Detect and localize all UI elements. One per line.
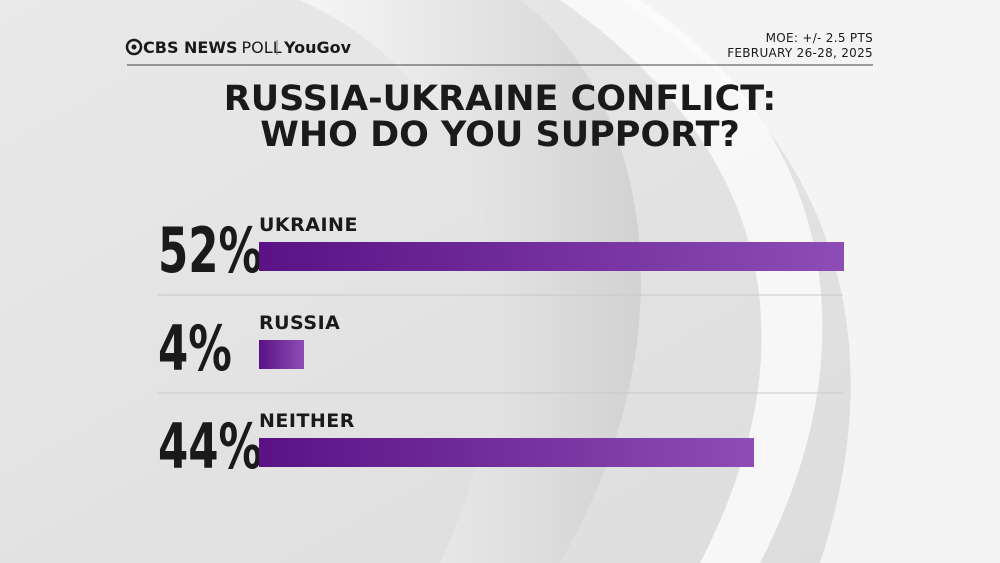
chart-title: WHO DO YOU SUPPORT? [260,115,740,155]
chart-title: RUSSIA-UKRAINE CONFLICT: [224,79,776,119]
cbs-eye [131,44,137,50]
brand: CBS NEWS [143,38,238,57]
category-label: RUSSIA [259,312,340,334]
moe-note: MOE: +/- 2.5 PTS [766,31,873,45]
date-note: FEBRUARY 26-28, 2025 [727,46,873,60]
product: POLL [242,38,282,57]
value-label: 4% [158,313,232,385]
background-swoosh [300,0,641,563]
value-label: 52% [158,215,262,287]
value-label: 44% [158,411,262,483]
bar [259,438,754,467]
bar [259,242,844,271]
background-swoosh [560,0,823,563]
partner: YouGov [283,38,352,57]
bar [259,340,304,369]
cbs-eye [125,38,143,56]
category-label: NEITHER [259,410,355,432]
background-swoosh [620,0,1000,563]
category-label: UKRAINE [259,214,358,236]
